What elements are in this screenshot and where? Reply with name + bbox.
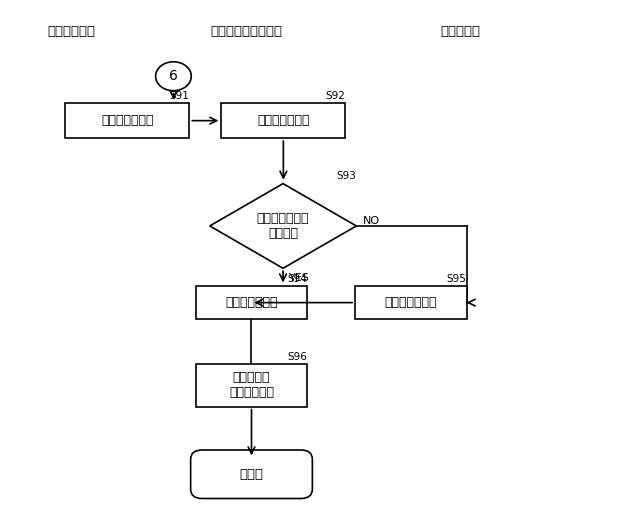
Text: サーバ装置: サーバ装置 [440,24,480,37]
FancyBboxPatch shape [196,286,307,319]
Text: YES: YES [289,274,310,283]
Text: 所定の経過時間
を経過？: 所定の経過時間 を経過？ [257,212,309,240]
FancyBboxPatch shape [221,103,346,138]
Text: 携帯端末装置: 携帯端末装置 [47,24,95,37]
Text: S95: S95 [447,274,467,284]
FancyBboxPatch shape [191,450,312,499]
FancyBboxPatch shape [355,286,467,319]
Text: エンド: エンド [239,468,264,481]
Text: 経過時間を出力: 経過時間を出力 [101,114,154,127]
Text: S92: S92 [326,90,346,101]
Text: S93: S93 [337,171,356,181]
Text: NO: NO [363,216,380,226]
FancyBboxPatch shape [196,364,307,406]
Polygon shape [210,184,356,268]
Text: S91: S91 [170,90,189,101]
Text: コンテンツ出力装置: コンテンツ出力装置 [211,24,283,37]
Text: 効果なしと特定: 効果なしと特定 [385,296,437,309]
Text: 経過時間を取得: 経過時間を取得 [257,114,310,127]
Text: 効果ありと特定: 効果ありと特定 [225,296,278,309]
Text: S94: S94 [287,274,307,284]
Text: 6: 6 [169,69,178,83]
Text: 効果情報を
表示部に出力: 効果情報を 表示部に出力 [229,372,274,400]
FancyBboxPatch shape [65,103,189,138]
Text: S96: S96 [287,352,307,362]
